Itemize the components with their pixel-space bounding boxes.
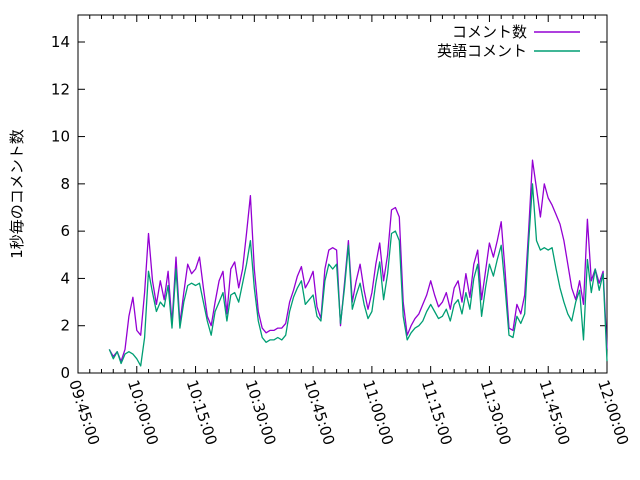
y-tick-label: 0: [60, 364, 70, 382]
x-tick-label: 11:45:00: [535, 378, 573, 448]
y-tick-label: 12: [51, 80, 70, 98]
y-tick-label: 2: [60, 317, 70, 335]
x-tick-label: 10:15:00: [183, 378, 221, 448]
y-axis-title: 1秒毎のコメント数: [8, 129, 26, 259]
y-tick-label: 8: [60, 175, 70, 193]
y-tick-label: 4: [60, 269, 70, 287]
x-tick-label: 12:00:00: [594, 378, 632, 448]
x-tick-label: 11:00:00: [359, 378, 397, 448]
y-tick-label: 6: [60, 222, 70, 240]
legend: コメント数 英語コメント: [437, 23, 580, 60]
y-tick-label: 10: [51, 128, 70, 146]
x-tick-label: 10:45:00: [300, 378, 338, 448]
x-tick-label: 09:45:00: [65, 378, 103, 448]
axes: 09:45:00 10:00:00 10:15:00 10:30:00 10:45:00…: [51, 14, 632, 448]
x-tick-label: 11:15:00: [418, 378, 456, 448]
plot-border: [77, 14, 608, 374]
legend-label-english-comment: 英語コメント: [437, 42, 527, 60]
legend-label-comment-count: コメント数: [452, 23, 527, 41]
series-comment-count-line: [108, 159, 608, 362]
x-tick-label: 11:30:00: [477, 378, 515, 448]
series-english-comment-line: [108, 183, 608, 367]
series-lines: [108, 159, 608, 367]
x-tick-label: 10:30:00: [242, 378, 280, 448]
y-tick-label: 14: [51, 33, 70, 51]
x-tick-label: 10:00:00: [124, 378, 162, 448]
